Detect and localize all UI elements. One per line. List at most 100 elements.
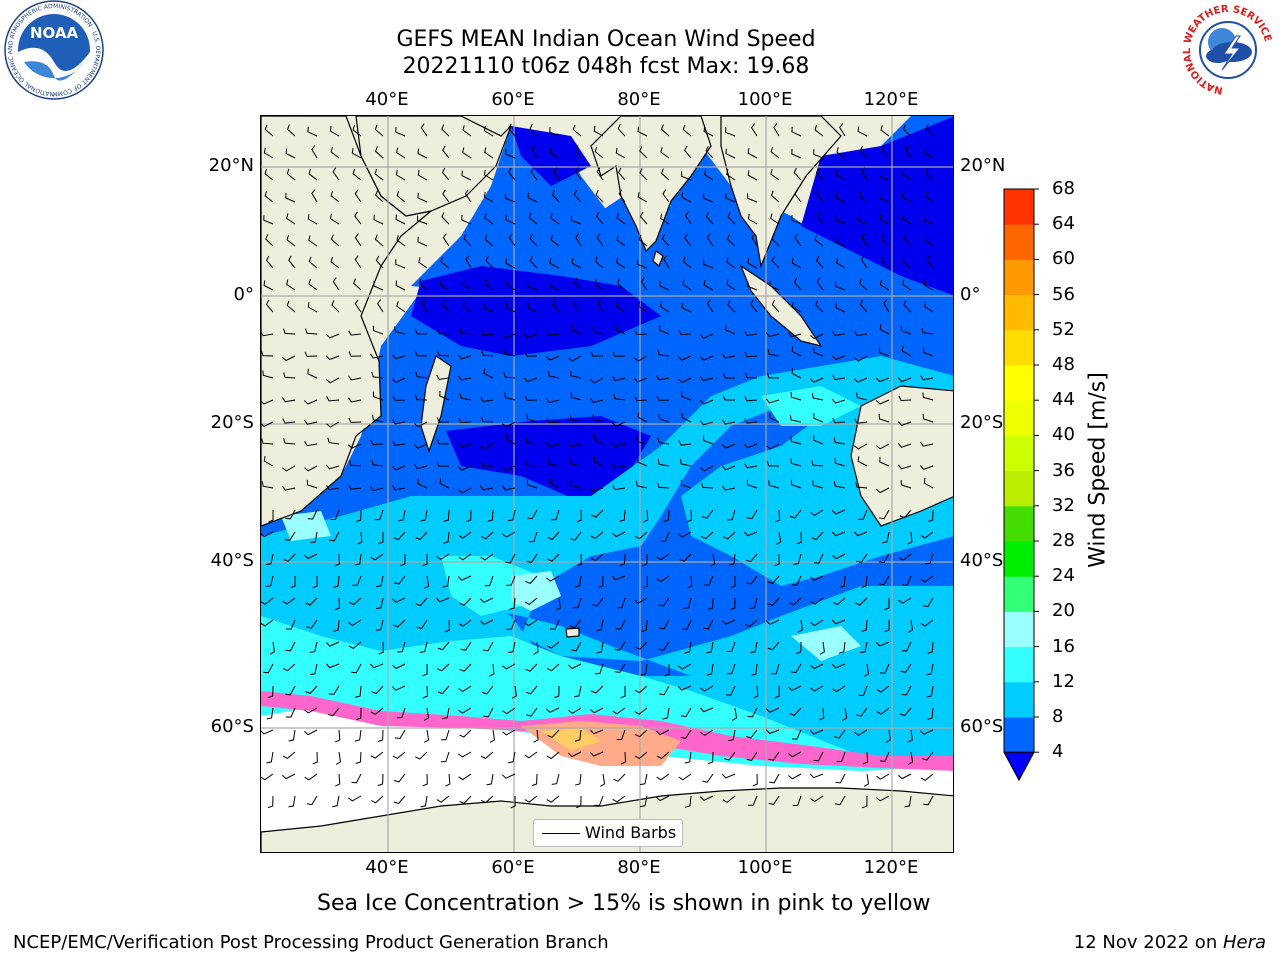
wind-barb [679,553,692,562]
wind-barb [282,751,296,760]
wind-barb [414,350,428,357]
wind-barb [813,751,824,762]
wind-barb [920,375,934,381]
wind-barb [656,795,670,802]
wind-barb [661,168,670,181]
wind-barb [771,234,780,247]
wind-barb [285,685,296,696]
wind-barb [594,146,604,159]
wind-barb [304,707,318,714]
wind-barb [373,214,384,225]
wind-barb [354,233,362,247]
wind-barb [924,553,934,565]
wind-barb [750,641,758,654]
wind-barb [616,212,626,225]
wind-barb [706,299,714,313]
wind-barb [750,299,758,313]
wind-barb [442,145,450,159]
wind-barb [355,509,362,523]
wind-barb [615,324,626,335]
wind-barb [794,233,802,247]
wind-barb [261,331,274,337]
wind-barb [722,353,736,359]
wind-barb [789,509,802,519]
wind-barb [505,193,516,203]
wind-barb [568,707,582,714]
colorbar-tick-label: 24 [1052,565,1075,587]
lon-tick-top: 100°E [737,89,793,110]
wind-barb [415,371,428,379]
wind-barb [525,685,538,695]
wind-barb [811,393,824,401]
wind-barb [747,281,758,291]
wind-barb [663,255,670,269]
wind-barb [502,707,516,715]
wind-barb [261,481,274,489]
wind-barb [330,234,340,247]
colorbar-bin [1004,435,1034,472]
wind-barb [924,190,934,203]
wind-barb [591,685,604,694]
wind-barb [288,729,296,742]
wind-barb [266,751,274,764]
wind-barb [707,751,714,765]
wind-barb [309,641,318,653]
wind-barb [396,190,406,203]
lat-tick-left: 20°N [208,155,254,176]
wind-barb [615,619,626,630]
wind-barb [857,456,868,467]
wind-barb [423,707,430,721]
wind-barb [591,509,604,518]
wind-barb [571,641,582,652]
wind-barb [524,751,538,759]
wind-barb [903,234,912,247]
wind-barb [458,619,472,627]
wind-barb [904,795,912,808]
wind-barb [793,553,802,565]
wind-barb [465,509,472,523]
wind-barb [788,773,802,780]
wind-barb [683,145,692,159]
wind-barb [328,685,340,696]
wind-barb [333,575,340,588]
wind-barb [879,751,890,762]
legend-label: Wind Barbs [585,823,677,842]
wind-barb [330,256,340,269]
wind-barb [859,641,868,654]
wind-barb [750,123,758,137]
wind-barb [814,124,824,137]
wind-barb [391,685,406,691]
colorbar-tick-label: 8 [1052,706,1064,727]
wind-barb [656,553,670,561]
wind-barb [439,280,450,291]
colorbar-tick-label: 44 [1052,389,1075,411]
wind-barb [325,641,340,647]
wind-barb [480,461,494,467]
wind-barb [678,377,692,384]
wind-barb [747,258,758,269]
wind-barb [417,148,428,159]
wind-barb [902,279,912,291]
wind-barb [437,685,450,695]
wind-barb [640,663,648,676]
wind-barb [525,663,538,672]
wind-barb [642,553,648,567]
wind-barb [305,328,318,335]
wind-barb [268,509,274,523]
wind-barb [378,532,384,545]
wind-barb [702,773,714,783]
ocean-wind-8-12 [261,356,953,736]
wind-barb [901,641,912,652]
wind-barb [348,397,362,403]
wind-barb [809,729,824,735]
wind-barb [506,575,516,586]
wind-barb [658,597,670,607]
wind-barb [400,553,406,567]
wind-barb [460,641,472,651]
wind-barb [422,685,429,699]
wind-barb [744,331,758,337]
wind-barb [791,479,802,489]
wind-barb [422,773,428,787]
wind-barb [854,355,868,362]
wind-barb [813,413,824,423]
